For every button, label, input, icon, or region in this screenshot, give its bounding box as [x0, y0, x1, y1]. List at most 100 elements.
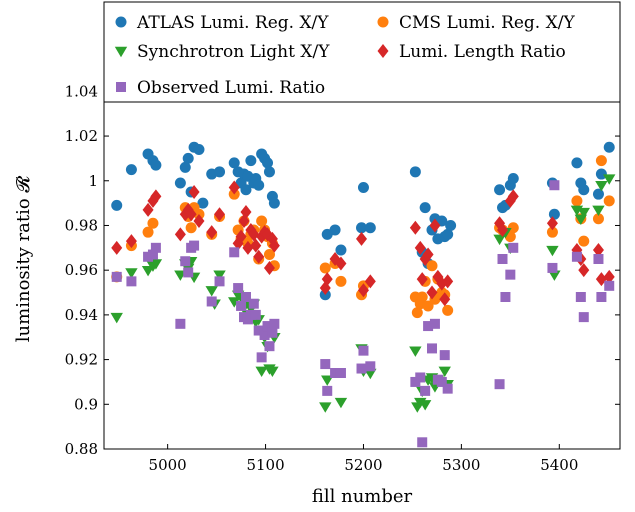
- data-point: [193, 143, 205, 155]
- data-point: [409, 166, 421, 178]
- data-point: [330, 368, 341, 378]
- data-point: [269, 318, 280, 329]
- data-point: [322, 385, 333, 396]
- legend-label: Lumi. Length Ratio: [399, 42, 566, 62]
- data-point: [319, 402, 332, 413]
- data-point: [409, 220, 421, 235]
- data-point: [267, 327, 278, 338]
- data-point: [228, 297, 241, 308]
- x-tick-label: 5000: [149, 456, 187, 474]
- data-point: [603, 174, 616, 185]
- data-point: [206, 225, 218, 240]
- data-point: [494, 184, 506, 196]
- data-point: [358, 345, 369, 356]
- legend-item: CMS Lumi. Reg. X/Y: [377, 13, 575, 33]
- data-point: [111, 271, 122, 282]
- legend-label: Synchrotron Light X/Y: [137, 42, 330, 62]
- data-point: [497, 222, 509, 237]
- data-point: [426, 285, 438, 300]
- data-point: [263, 166, 275, 178]
- data-point: [240, 292, 251, 302]
- data-point: [111, 240, 123, 255]
- data-point: [429, 218, 441, 233]
- data-point: [253, 249, 265, 264]
- data-point: [507, 189, 519, 204]
- data-point: [505, 269, 516, 280]
- data-point: [185, 207, 197, 222]
- data-point: [150, 159, 162, 171]
- data-point: [364, 274, 376, 289]
- data-point: [364, 368, 377, 380]
- data-point: [245, 155, 257, 167]
- data-point: [357, 283, 369, 298]
- y-tick-label: 0.98: [65, 216, 98, 234]
- data-point: [245, 222, 257, 237]
- data-point: [357, 181, 369, 193]
- data-point: [356, 363, 367, 374]
- data-point: [150, 189, 162, 204]
- data-point: [335, 368, 346, 378]
- data-point: [197, 197, 209, 209]
- data-point: [214, 166, 226, 178]
- data-point: [578, 235, 590, 247]
- x-axis-label: fill number: [312, 486, 413, 507]
- data-point: [603, 141, 615, 153]
- y-tick-label: 0.96: [65, 261, 98, 279]
- legend-marker: [377, 16, 389, 28]
- data-point: [356, 231, 368, 246]
- data-point: [235, 229, 247, 244]
- data-point: [125, 164, 137, 176]
- data-point: [174, 227, 186, 242]
- data-point: [416, 272, 428, 287]
- data-point: [185, 222, 197, 234]
- data-point: [228, 157, 240, 169]
- x-tick-label: 5200: [344, 456, 382, 474]
- data-point: [248, 298, 259, 309]
- data-point: [329, 224, 341, 236]
- x-tick-label: 5300: [442, 456, 480, 474]
- data-point: [417, 437, 428, 448]
- data-point: [595, 155, 607, 167]
- data-point: [596, 292, 607, 302]
- data-point: [409, 346, 422, 357]
- data-point: [571, 157, 583, 169]
- y-tick-label: 0.9: [74, 395, 98, 413]
- data-point: [546, 226, 558, 238]
- data-point: [214, 276, 225, 287]
- data-point: [193, 214, 205, 228]
- data-point: [416, 291, 428, 303]
- data-point: [411, 307, 423, 319]
- data-point: [125, 268, 138, 279]
- data-point: [592, 213, 604, 225]
- data-point: [571, 243, 583, 258]
- data-point: [426, 260, 438, 272]
- data-point: [335, 256, 347, 271]
- data-point: [262, 321, 273, 332]
- data-point: [438, 366, 451, 377]
- data-point: [174, 177, 186, 189]
- data-point: [439, 350, 450, 361]
- data-point: [592, 243, 604, 258]
- data-point: [575, 292, 586, 302]
- data-point: [233, 283, 244, 294]
- data-point: [427, 343, 438, 354]
- data-point: [240, 184, 252, 196]
- data-point: [335, 275, 347, 287]
- legend-label: ATLAS Lumi. Reg. X/Y: [136, 13, 329, 33]
- y-tick-label: 0.92: [65, 351, 98, 369]
- data-point: [422, 300, 434, 312]
- data-point: [256, 215, 268, 227]
- data-point: [240, 205, 252, 220]
- data-point: [571, 195, 583, 207]
- data-point: [188, 184, 200, 199]
- data-point: [595, 168, 607, 180]
- data-point: [442, 228, 454, 240]
- data-point: [578, 263, 590, 278]
- data-point: [334, 397, 348, 409]
- series-4: [111, 180, 615, 307]
- legend-box: [103, 1, 621, 103]
- data-point: [507, 173, 519, 185]
- y-tick-label: 1: [88, 172, 98, 190]
- legend-label: Observed Lumi. Ratio: [137, 78, 325, 98]
- data-point: [493, 234, 506, 246]
